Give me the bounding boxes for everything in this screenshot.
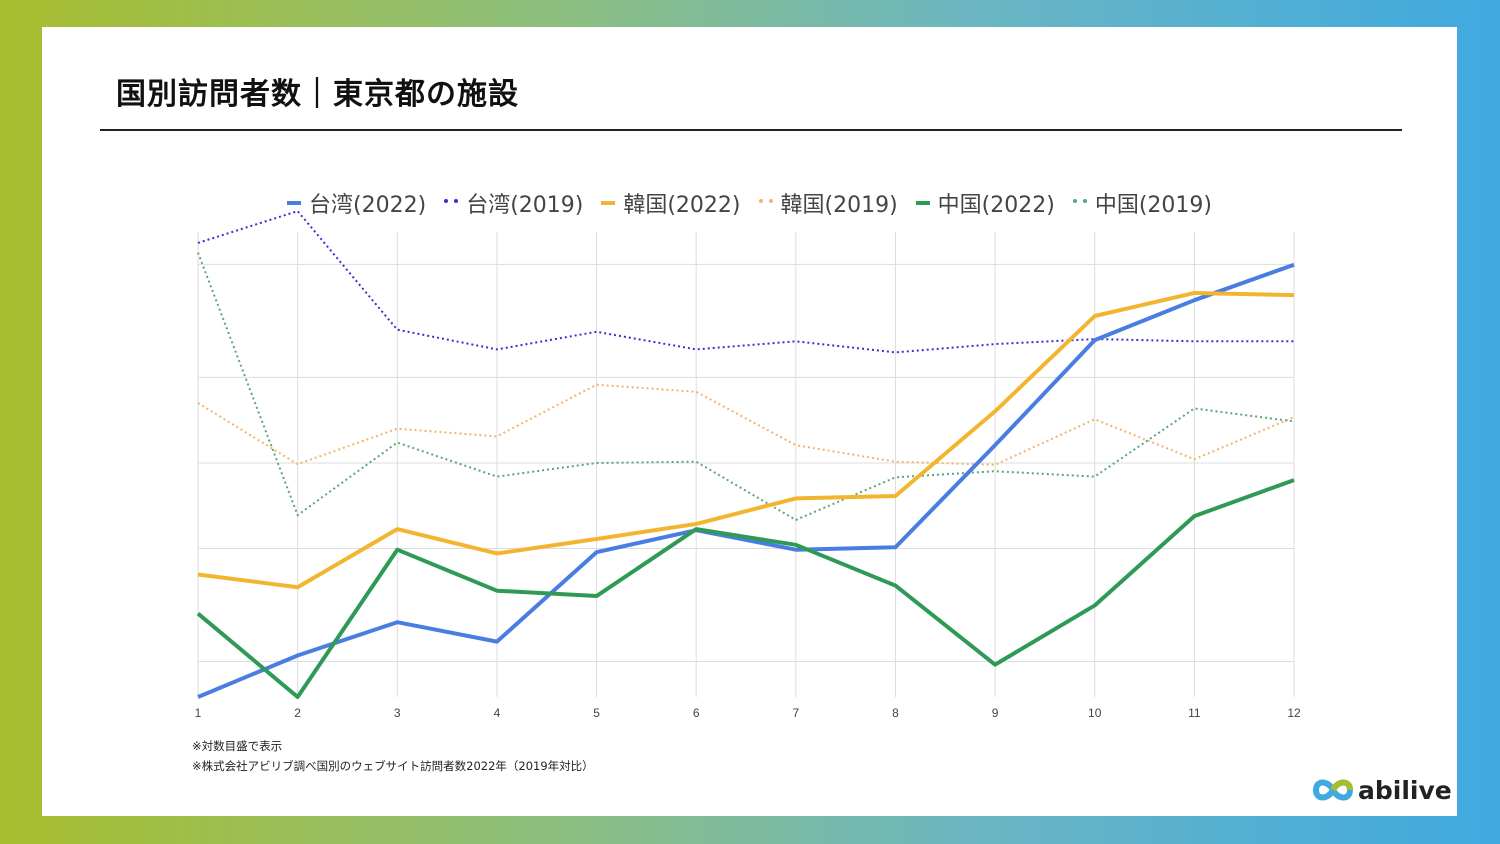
x-tick-label: 11 [1188,706,1201,720]
x-tick-label: 7 [792,706,799,720]
x-tick-label: 12 [1287,706,1301,720]
title-divider [100,129,1402,131]
chart-grid [197,232,1295,697]
legend-item: 中国(2019) [1072,187,1212,219]
x-axis-ticks: 1 2 3 4 5 6 7 8 9 10 11 12 [195,706,1301,720]
legend-swatch [1072,199,1087,207]
x-tick-label: 6 [693,706,700,720]
legend-swatch [758,199,773,207]
series-line [196,478,1295,699]
x-tick-label: 3 [394,706,401,720]
line-chart: 1 2 3 4 5 6 7 8 9 10 11 12 [195,210,1301,720]
logo-text: abilive [1358,775,1452,805]
x-tick-label: 1 [195,706,202,720]
chart-legend: 台湾(2022) 台湾(2019) 韓国(2022) 韓国(2019) 中国(2022)… [42,187,1457,219]
legend-label: 中国(2019) [1094,193,1212,218]
legend-label: 中国(2022) [937,193,1055,218]
legend-swatch [601,201,616,205]
x-tick-label: 5 [593,706,600,720]
series-line [197,290,1295,590]
note-source: ※株式会社アビリブ調べ国別のウェブサイト訪問者数2022年（2019年対比） [192,759,594,773]
legend-item: 中国(2022) [915,187,1055,219]
chart-series [196,210,1295,699]
x-tick-label: 2 [294,706,301,720]
x-tick-label: 9 [992,706,999,720]
legend-swatch [444,199,459,207]
legend-label: 韓国(2019) [780,193,898,218]
legend-item: 韓国(2022) [601,187,741,219]
series-line [197,383,1295,466]
series-line [197,252,1295,521]
slide-card: 国別訪問者数｜東京都の施設 台湾(2022) 台湾(2019) 韓国(2022) 韓国… [42,27,1457,816]
page-title: 国別訪問者数｜東京都の施設 [116,77,519,112]
legend-swatch [915,201,930,205]
legend-item: 台湾(2019) [444,187,583,219]
legend-label: 韓国(2022) [623,193,741,218]
x-tick-label: 4 [494,706,501,720]
x-tick-label: 10 [1088,706,1102,720]
legend-label: 台湾(2022) [309,193,427,218]
legend-item: 台湾(2022) [287,187,426,219]
series-line [197,262,1295,699]
brand-logo: abilive [1312,775,1452,805]
chart-notes: ※対数目盛で表示 ※株式会社アビリブ調べ国別のウェブサイト訪問者数2022年（2… [192,736,594,776]
legend-item: 韓国(2019) [758,187,898,219]
legend-swatch [287,201,302,205]
series-line [197,210,1294,354]
x-tick-label: 8 [892,706,899,720]
note-log-scale: ※対数目盛で表示 [192,739,283,753]
infinity-logo-icon [1312,779,1354,801]
legend-label: 台湾(2019) [466,193,584,218]
